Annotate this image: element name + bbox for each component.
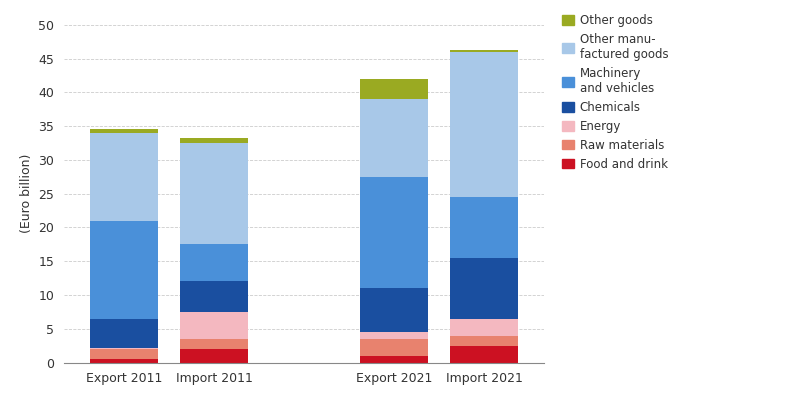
Bar [90,133,158,221]
Legend: Other goods, Other manu-
factured goods, Machinery
and vehicles, Chemicals, Ener: Other goods, Other manu- factured goods,… [562,14,668,171]
Bar [360,332,428,339]
Bar [180,312,248,339]
Bar [360,288,428,332]
Bar [180,349,248,363]
Bar [450,52,518,197]
Bar [450,318,518,335]
Bar [360,79,428,99]
Bar [90,129,158,133]
Bar [180,339,248,349]
Y-axis label: (Euro billion): (Euro billion) [20,154,33,233]
Bar [450,335,518,346]
Bar [90,359,158,363]
Bar [180,138,248,143]
Bar [360,177,428,288]
Bar [180,244,248,281]
Bar [90,348,158,349]
Bar [450,50,518,52]
Bar [180,143,248,244]
Bar [360,339,428,356]
Bar [90,221,158,318]
Bar [450,346,518,363]
Bar [450,197,518,258]
Bar [90,349,158,359]
Bar [360,356,428,363]
Bar [180,281,248,312]
Bar [450,258,518,318]
Bar [90,318,158,348]
Bar [360,99,428,177]
